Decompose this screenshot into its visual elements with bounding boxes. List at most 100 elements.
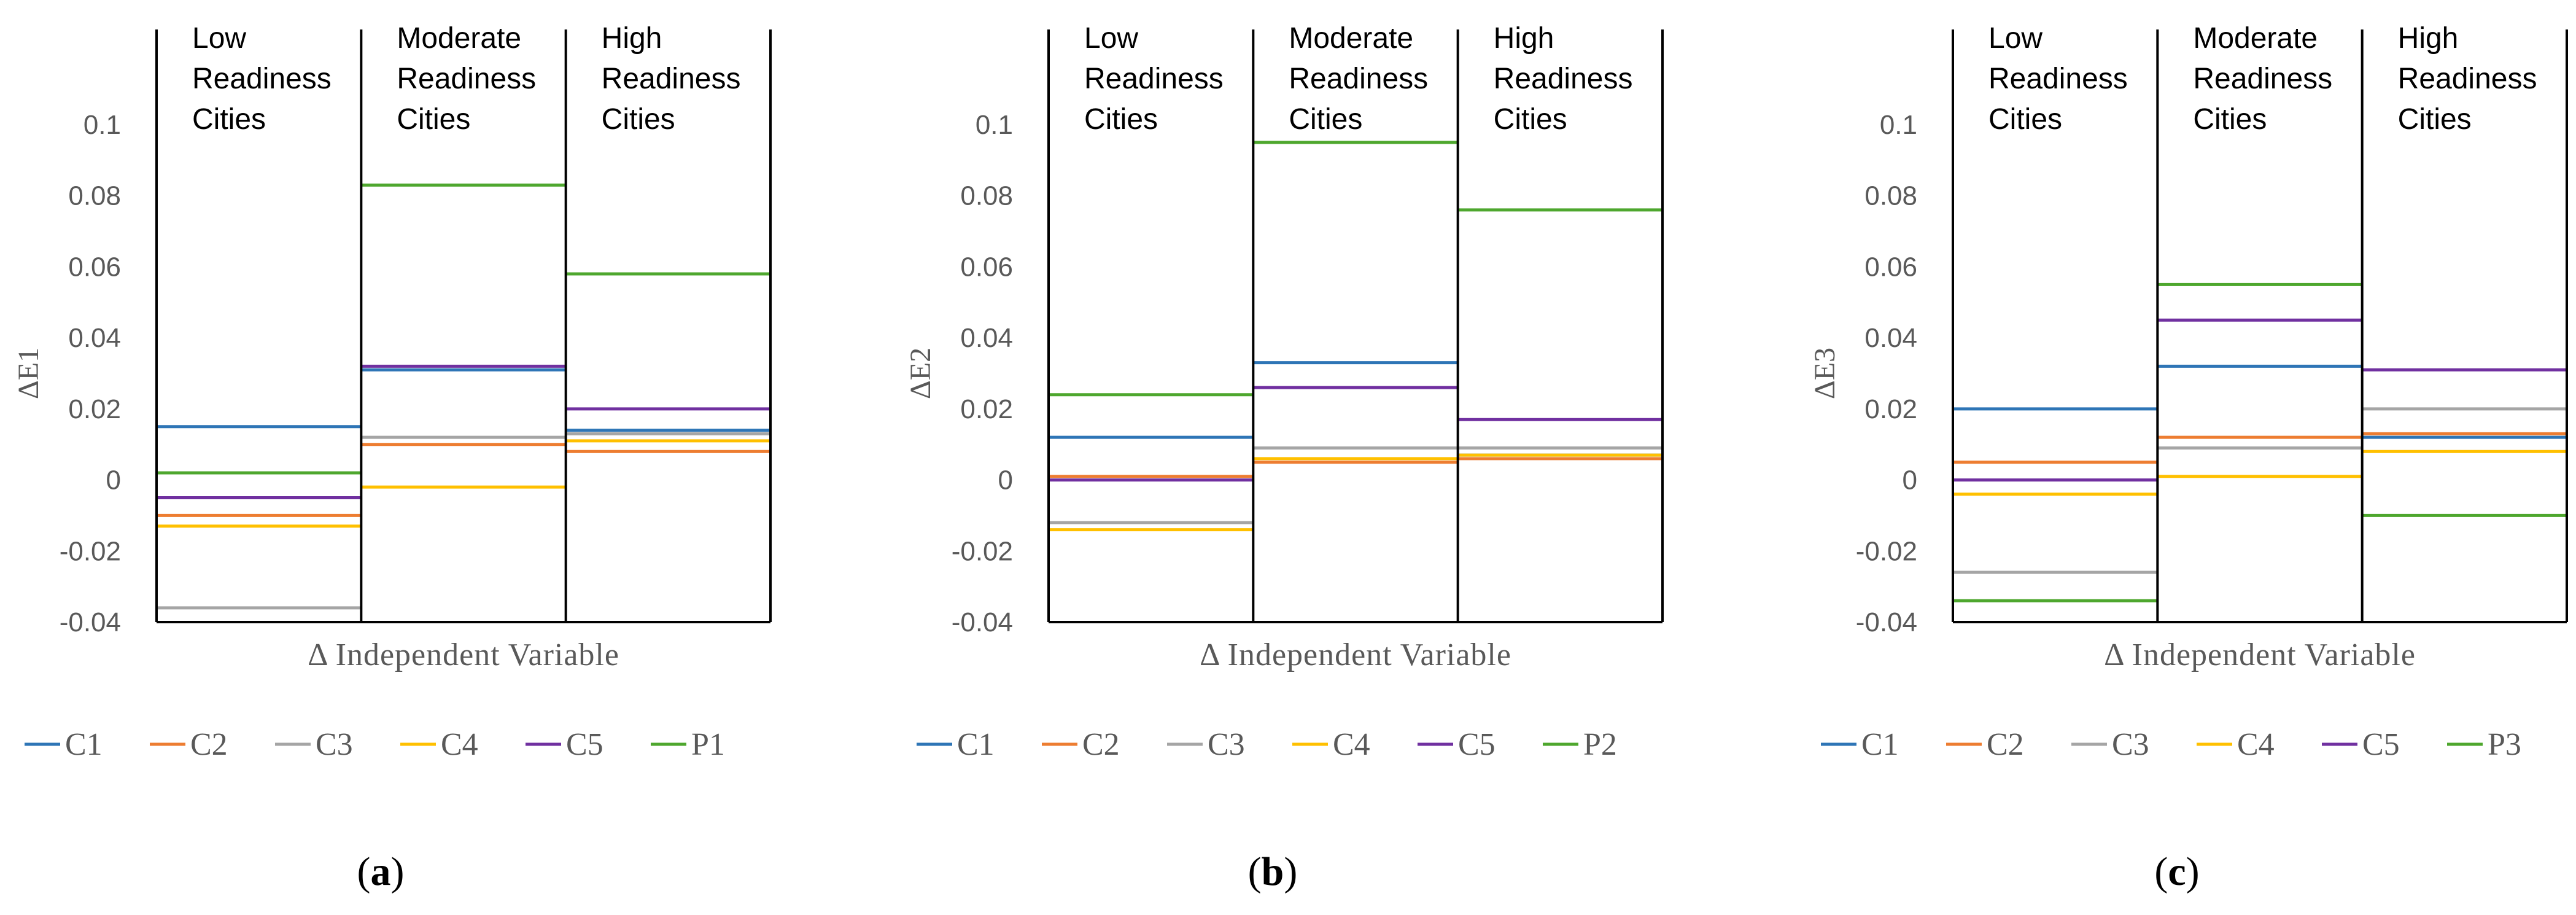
legend-label-C2: C2 [1987, 727, 2024, 762]
group-label-line: Readiness [602, 63, 741, 95]
group-label-line: Readiness [397, 63, 536, 95]
y-tick-label: 0 [998, 465, 1013, 496]
caption-paren: ) [1284, 849, 1297, 894]
y-tick-label: -0.04 [60, 607, 121, 637]
legend-label-C3: C3 [1208, 727, 1245, 762]
caption-paren: ( [2154, 849, 2168, 894]
group-label-line: Cities [602, 103, 675, 136]
group-label: Low Readiness Cities [1988, 22, 2128, 136]
group-label-line: Readiness [1289, 63, 1428, 95]
legend-label-C4: C4 [441, 727, 478, 762]
y-tick-label: 0 [106, 465, 121, 496]
y-tick-label: 0.1 [1880, 110, 1917, 140]
panel-caption: (a) [357, 849, 405, 894]
y-tick-label: -0.04 [1856, 607, 1917, 637]
group-label-line: Moderate [1289, 22, 1413, 55]
panel-caption: (b) [1248, 849, 1298, 894]
legend-label-C5: C5 [2362, 727, 2400, 762]
legend-label-P2: P2 [1583, 727, 1617, 762]
legend-label-P1: P1 [691, 727, 725, 762]
group-label-line: Cities [1988, 103, 2062, 136]
group-label-line: Cities [1289, 103, 1362, 136]
legend-label-C5: C5 [566, 727, 603, 762]
group-label: High Readiness Cities [2398, 22, 2537, 136]
y-tick-label: 0.06 [960, 252, 1013, 282]
y-tick-label: 0.08 [960, 181, 1013, 211]
x-axis-title: Δ Independent Variable [2104, 637, 2416, 672]
group-label-line: Readiness [1494, 63, 1633, 95]
y-tick-label: 0.06 [1864, 252, 1917, 282]
group-label: Low Readiness Cities [192, 22, 332, 136]
group-label: High Readiness Cities [602, 22, 741, 136]
y-axis-title: ΔE2 [904, 348, 937, 399]
y-tick-label: -0.02 [1856, 536, 1917, 566]
y-tick-label: 0.04 [1864, 323, 1917, 353]
group-label-line: Cities [2193, 103, 2267, 136]
y-tick-label: 0.08 [1864, 181, 1917, 211]
group-label-line: High [2398, 22, 2459, 55]
chart-panel-c: 0.1 0.08 0.06 0.04 0.02 0 -0.02 -0.04 ΔE3 Low Read… [1809, 22, 2568, 894]
y-tick-label: -0.02 [952, 536, 1013, 566]
group-label: Moderate Readiness Cities [397, 22, 536, 136]
group-label-line: Readiness [2193, 63, 2332, 95]
group-label: Moderate Readiness Cities [2193, 22, 2332, 136]
caption-letter: c [2168, 849, 2186, 894]
group-label-line: Cities [397, 103, 470, 136]
group-label-line: Cities [192, 103, 266, 136]
group-label: High Readiness Cities [1494, 22, 1633, 136]
group-label: Low Readiness Cities [1084, 22, 1224, 136]
group-label-line: High [602, 22, 662, 55]
caption-paren: ( [357, 849, 371, 894]
caption-paren: ) [2186, 849, 2200, 894]
group-label-line: Readiness [2398, 63, 2537, 95]
y-tick-label: 0.04 [960, 323, 1013, 353]
y-tick-label: 0.08 [68, 181, 121, 211]
y-tick-label: 0.02 [68, 394, 121, 424]
chart-panel-a: 0.1 0.08 0.06 0.04 0.02 0 -0.02 -0.04 ΔE1 Low Read… [12, 22, 772, 894]
panel-caption: (c) [2154, 849, 2199, 894]
y-tick-label: -0.04 [952, 607, 1013, 637]
caption-paren: ) [391, 849, 405, 894]
y-tick-label: 0.06 [68, 252, 121, 282]
group-label-line: Readiness [192, 63, 332, 95]
legend-label-C1: C1 [1861, 727, 1899, 762]
group-label-line: Readiness [1084, 63, 1224, 95]
y-tick-label: 0 [1903, 465, 1917, 496]
group-label-line: Cities [1494, 103, 1567, 136]
legend-label-C4: C4 [2237, 727, 2275, 762]
y-tick-label: 0.02 [960, 394, 1013, 424]
group-label-line: Moderate [397, 22, 521, 55]
group-label-line: High [1494, 22, 1554, 55]
legend-label-C5: C5 [1458, 727, 1496, 762]
group-label-line: Low [192, 22, 246, 55]
legend-label-C4: C4 [1333, 727, 1370, 762]
group-label-line: Cities [1084, 103, 1158, 136]
x-axis-title: Δ Independent Variable [308, 637, 619, 672]
legend-label-C1: C1 [957, 727, 995, 762]
caption-letter: a [371, 849, 391, 894]
y-tick-label: 0.1 [976, 110, 1013, 140]
caption-paren: ( [1248, 849, 1262, 894]
group-label-line: Cities [2398, 103, 2472, 136]
group-label-line: Low [1084, 22, 1138, 55]
chart-panel-b: 0.1 0.08 0.06 0.04 0.02 0 -0.02 -0.04 ΔE2 Low Read… [904, 22, 1664, 894]
legend-label-P3: P3 [2488, 727, 2521, 762]
group-label-line: Readiness [1988, 63, 2128, 95]
y-axis-title: ΔE1 [12, 348, 45, 399]
legend-label-C2: C2 [190, 727, 228, 762]
group-label-line: Low [1988, 22, 2043, 55]
x-axis-title: Δ Independent Variable [1200, 637, 1511, 672]
legend-label-C3: C3 [2112, 727, 2149, 762]
y-tick-label: -0.02 [60, 536, 121, 566]
y-axis-title: ΔE3 [1809, 348, 1841, 399]
y-tick-label: 0.1 [83, 110, 121, 140]
group-label: Moderate Readiness Cities [1289, 22, 1428, 136]
caption-letter: b [1262, 849, 1284, 894]
y-tick-label: 0.04 [68, 323, 121, 353]
group-label-line: Moderate [2193, 22, 2318, 55]
legend-label-C3: C3 [316, 727, 353, 762]
legend-label-C1: C1 [65, 727, 103, 762]
y-tick-label: 0.02 [1864, 394, 1917, 424]
legend-label-C2: C2 [1082, 727, 1120, 762]
